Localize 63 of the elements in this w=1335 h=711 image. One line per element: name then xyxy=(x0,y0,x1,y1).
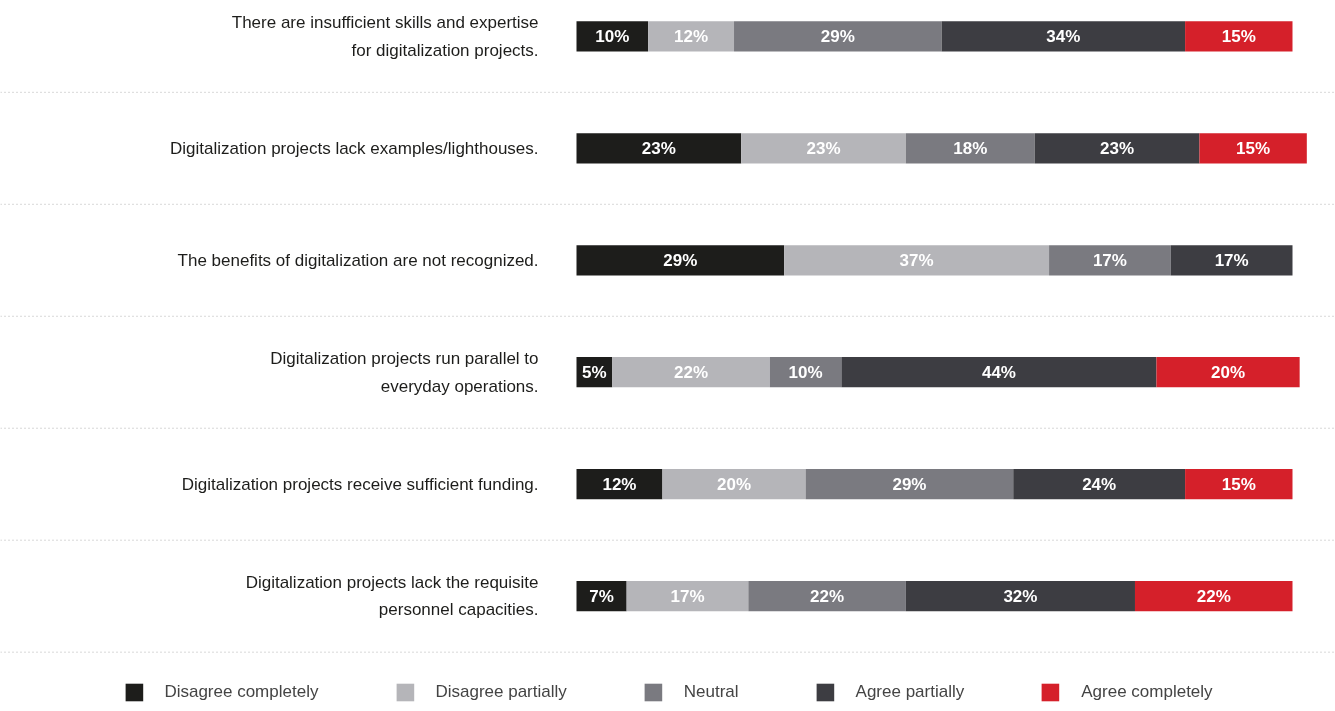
bar xyxy=(612,357,770,388)
data-label: 15% xyxy=(1221,474,1256,494)
data-label: 44% xyxy=(981,362,1016,382)
data-label: 18% xyxy=(953,138,988,158)
data-label: 20% xyxy=(717,474,752,494)
bar xyxy=(1199,133,1307,164)
data-label: 22% xyxy=(1196,586,1231,606)
bar xyxy=(1185,21,1293,52)
data-label: 23% xyxy=(806,138,841,158)
data-label: 5% xyxy=(582,362,607,382)
bar xyxy=(1049,245,1171,276)
data-label: 12% xyxy=(674,26,709,46)
data-label: 15% xyxy=(1221,26,1256,46)
y-tick-label: The benefits of digitalization are not recognized. xyxy=(177,250,539,270)
bar xyxy=(784,245,1050,276)
y-tick-label: Digitalization projects lack examples/lighthouses. xyxy=(170,138,539,158)
data-label: 34% xyxy=(1046,26,1081,46)
data-label: 15% xyxy=(1236,138,1271,158)
legend-label: Agree completely xyxy=(1081,682,1213,702)
bar xyxy=(734,21,942,52)
bar xyxy=(905,581,1135,612)
data-label: 29% xyxy=(663,250,698,270)
data-label: 29% xyxy=(820,26,855,46)
data-label: 10% xyxy=(788,362,823,382)
legend-label: Disagree completely xyxy=(164,682,319,702)
bar xyxy=(748,581,906,612)
bar xyxy=(1185,469,1293,500)
data-label: 29% xyxy=(892,474,927,494)
data-label: 23% xyxy=(1100,138,1135,158)
data-label: 22% xyxy=(674,362,709,382)
bar xyxy=(576,133,742,164)
data-label: 17% xyxy=(1214,250,1249,270)
data-label: 24% xyxy=(1082,474,1117,494)
y-tick-label: Digitalization projects run parallel to everyday operations. xyxy=(270,348,539,396)
bar xyxy=(1156,357,1300,388)
bar xyxy=(805,469,1014,500)
bar xyxy=(1013,469,1186,500)
bar xyxy=(741,133,906,164)
legend-label: Neutral xyxy=(683,682,739,702)
bar xyxy=(576,245,785,276)
y-tick-label: Digitalization projects lack the requisite personnel capacities. xyxy=(245,572,539,620)
bar xyxy=(905,133,1035,164)
data-label: 37% xyxy=(899,250,934,270)
data-label: 7% xyxy=(589,586,614,606)
data-label: 17% xyxy=(1092,250,1127,270)
bar xyxy=(1170,245,1293,276)
data-label: 20% xyxy=(1211,362,1246,382)
data-label: 22% xyxy=(810,586,845,606)
data-label: 10% xyxy=(595,26,630,46)
data-label: 17% xyxy=(670,586,705,606)
bar xyxy=(1034,133,1200,164)
bar xyxy=(1134,581,1293,612)
bar xyxy=(941,21,1186,52)
y-tick-label: There are insufficient skills and expertise for digitalization projects. xyxy=(231,13,539,60)
bar xyxy=(841,357,1157,388)
bar xyxy=(662,469,806,500)
data-label: 12% xyxy=(602,474,637,494)
bar xyxy=(626,581,749,612)
y-tick-label: Digitalization projects receive sufficient funding. xyxy=(181,474,539,494)
data-label: 23% xyxy=(641,138,676,158)
legend-label: Agree partially xyxy=(855,682,965,702)
data-label: 32% xyxy=(1003,586,1038,606)
legend-label: Disagree partially xyxy=(435,682,567,702)
